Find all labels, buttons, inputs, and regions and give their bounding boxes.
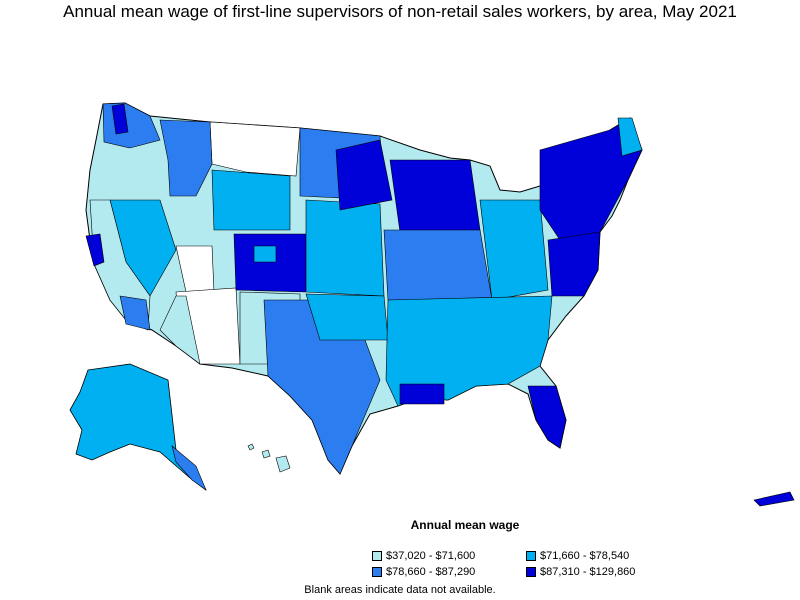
legend-label-3: $78,660 - $87,290 xyxy=(386,566,476,578)
denver-metro xyxy=(253,245,277,263)
alaska-southeast xyxy=(171,445,207,491)
california-region xyxy=(89,199,151,331)
legend-item-1: $37,020 - $71,600 xyxy=(372,550,522,562)
map-title: Annual mean wage of first-line superviso… xyxy=(63,2,737,21)
legend-swatch-1 xyxy=(372,551,382,561)
bay-area xyxy=(85,233,105,267)
nebraska-kansas-region xyxy=(305,199,385,297)
wyoming-region xyxy=(211,169,291,231)
south-region xyxy=(385,295,553,407)
mid-atlantic-region xyxy=(547,231,601,297)
blank-areas-note: Blank areas indicate data not available. xyxy=(304,584,496,596)
idaho-region xyxy=(159,119,213,197)
legend-swatch-2 xyxy=(526,551,536,561)
washington-region xyxy=(102,102,161,149)
oklahoma-region xyxy=(305,293,389,341)
wisconsin-michigan-region xyxy=(389,159,481,233)
minnesota-region xyxy=(335,139,393,211)
florida-region xyxy=(527,385,567,449)
socal-region xyxy=(119,295,151,331)
hawaii-islands xyxy=(247,443,291,473)
gulf-coast-region xyxy=(399,383,445,405)
legend-label-2: $71,660 - $78,540 xyxy=(540,550,630,562)
seattle-area xyxy=(111,103,129,135)
legend-title: Annual mean wage xyxy=(410,518,520,532)
map-legend: Annual mean wage $37,020 - $71,600 $71,6… xyxy=(360,518,680,578)
ohio-valley-region xyxy=(479,199,549,301)
midwest-region xyxy=(383,229,493,301)
maine-region xyxy=(617,117,643,157)
legend-item-3: $78,660 - $87,290 xyxy=(372,566,522,578)
legend-swatch-4 xyxy=(526,567,536,577)
puerto-rico xyxy=(753,491,795,507)
legend-item-4: $87,310 - $129,860 xyxy=(526,566,686,578)
legend-label-4: $87,310 - $129,860 xyxy=(540,566,636,578)
northeast-region xyxy=(539,117,643,241)
legend-swatch-3 xyxy=(372,567,382,577)
arizona-region xyxy=(159,295,201,365)
legend-item-2: $71,660 - $78,540 xyxy=(526,550,686,562)
alaska-region xyxy=(69,363,207,491)
colorado-region xyxy=(233,233,307,293)
legend-label-1: $37,020 - $71,600 xyxy=(386,550,476,562)
